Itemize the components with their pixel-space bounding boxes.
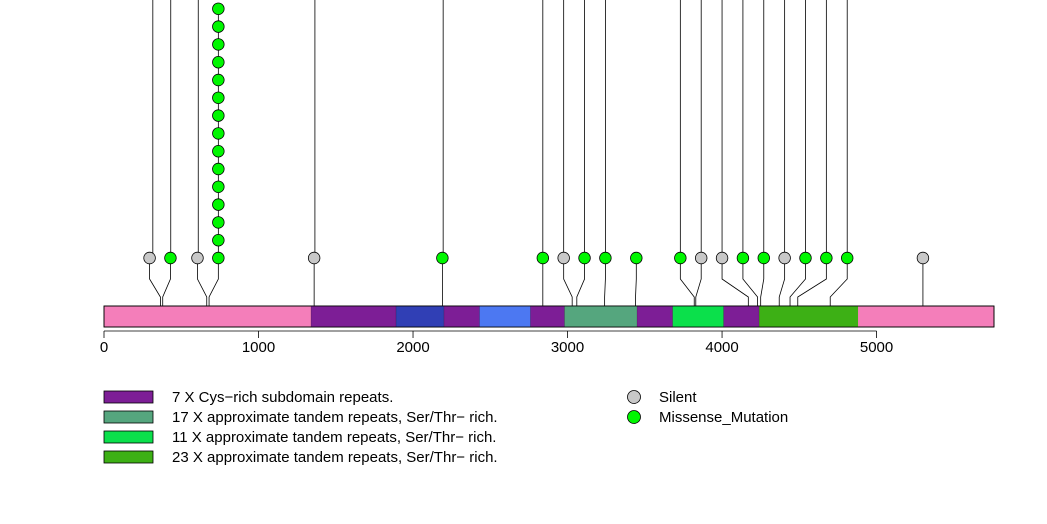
mutation-stem [760,258,765,306]
mutation-stem [789,258,806,306]
domain-legend-swatch [103,450,154,464]
mutation-head [212,127,225,140]
domain-segment [723,306,760,327]
mutation-head [212,73,225,87]
mutation-stem [797,258,827,306]
domain-segment [311,306,397,327]
mutation-head [578,251,591,265]
mutation-head [212,2,225,16]
x-tick-label: 4000 [705,339,738,356]
mutation-head [841,251,854,265]
domain-legend-label: 11 X approximate tandem repeats, Ser/Thr… [172,429,496,446]
x-tick-label: 0 [100,339,108,356]
mutation-head [436,251,449,265]
mutation-head [212,38,225,51]
mutation-legend: Silent Missense_Mutation [627,389,788,426]
mutation-stem [197,258,208,306]
mutation-legend-marker [627,390,641,404]
mutation-stem [679,258,695,306]
mutation-stem [742,258,758,306]
mutation-head [212,233,225,247]
mutation-head [736,251,750,265]
mutation-head [212,109,225,122]
x-tick-label: 5000 [860,339,893,356]
domain-legend-label: 23 X approximate tandem repeats, Ser/Thr… [172,449,498,466]
domain-segment [672,306,724,327]
mutation-stem [162,258,171,306]
mutation-head [212,20,225,33]
mutation-head [212,91,225,105]
domain-legend-label: 7 X Cys−rich subdomain repeats. [172,389,393,406]
mutation-heads [143,2,930,265]
mutation-stem [721,258,749,306]
protein-backbone-outline [103,305,995,328]
mutation-head [212,198,225,211]
x-axis: 0 1000 2000 3000 4000 5000 [100,330,893,356]
mutation-legend-label: Missense_Mutation [659,409,788,426]
x-tick-label: 2000 [396,339,429,356]
mutation-head [599,251,612,265]
x-tick-label: 1000 [242,339,275,356]
mutation-head [143,251,156,265]
mutation-head [164,251,177,265]
mutation-head [212,56,225,69]
mutation-stem [695,258,702,306]
mutation-stem [149,258,161,306]
domain-legend-swatch [103,410,154,424]
mutation-stem [604,258,606,306]
mutation-head [212,144,225,158]
protein-domains [103,305,995,328]
mutation-head [191,251,204,265]
mutation-stem [576,258,585,306]
mutation-head [757,251,770,265]
mutation-head [212,162,225,176]
mutation-head [212,180,225,194]
mutation-head [674,251,687,265]
mutation-stem [635,258,637,306]
mutation-head [694,251,708,265]
x-tick-label: 3000 [551,339,584,356]
mutation-head [307,251,321,265]
mutation-head [212,251,225,265]
mutation-stem [208,258,219,306]
domain-legend-swatch [103,430,154,444]
domain-segment [479,306,531,327]
domain-legend: 7 X Cys−rich subdomain repeats. 17 X appr… [103,389,498,466]
mutation-head [630,251,643,265]
mutation-head [715,251,729,265]
mutation-head [799,251,812,265]
mutation-legend-label: Silent [659,389,697,406]
domain-legend-label: 17 X approximate tandem repeats, Ser/Thr… [172,409,498,426]
domain-segment [530,306,565,327]
domain-segment [443,306,480,327]
mutation-legend-marker [627,410,641,424]
mutation-head [536,251,550,265]
domain-segment [637,306,673,327]
mutation-head [212,216,225,229]
domain-segment [396,306,444,327]
mutation-stem [778,258,786,306]
domain-legend-swatch [103,390,154,404]
mutation-head [778,251,791,265]
mutation-stem [563,258,573,306]
mutation-head [557,251,570,265]
mutation-head [916,251,930,265]
mutation-stem [829,258,848,306]
domain-segment [564,306,638,327]
domain-segment [759,306,859,327]
mutation-head [820,251,833,265]
